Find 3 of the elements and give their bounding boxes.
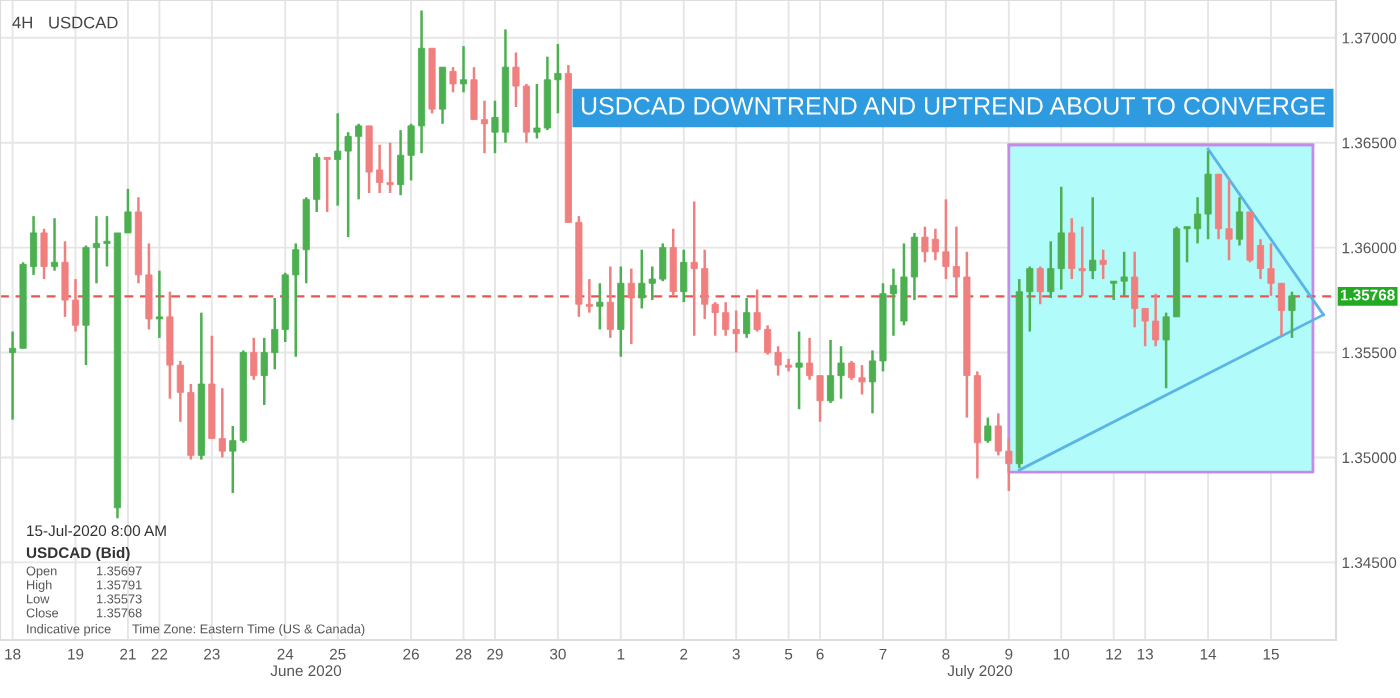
text: USDCAD DOWNTREND AND UPTREND ABOUT TO CONVERGE — [581, 97, 1325, 115]
annotation: 4H — [12, 16, 32, 29]
annotation: USDCAD — [49, 16, 118, 29]
